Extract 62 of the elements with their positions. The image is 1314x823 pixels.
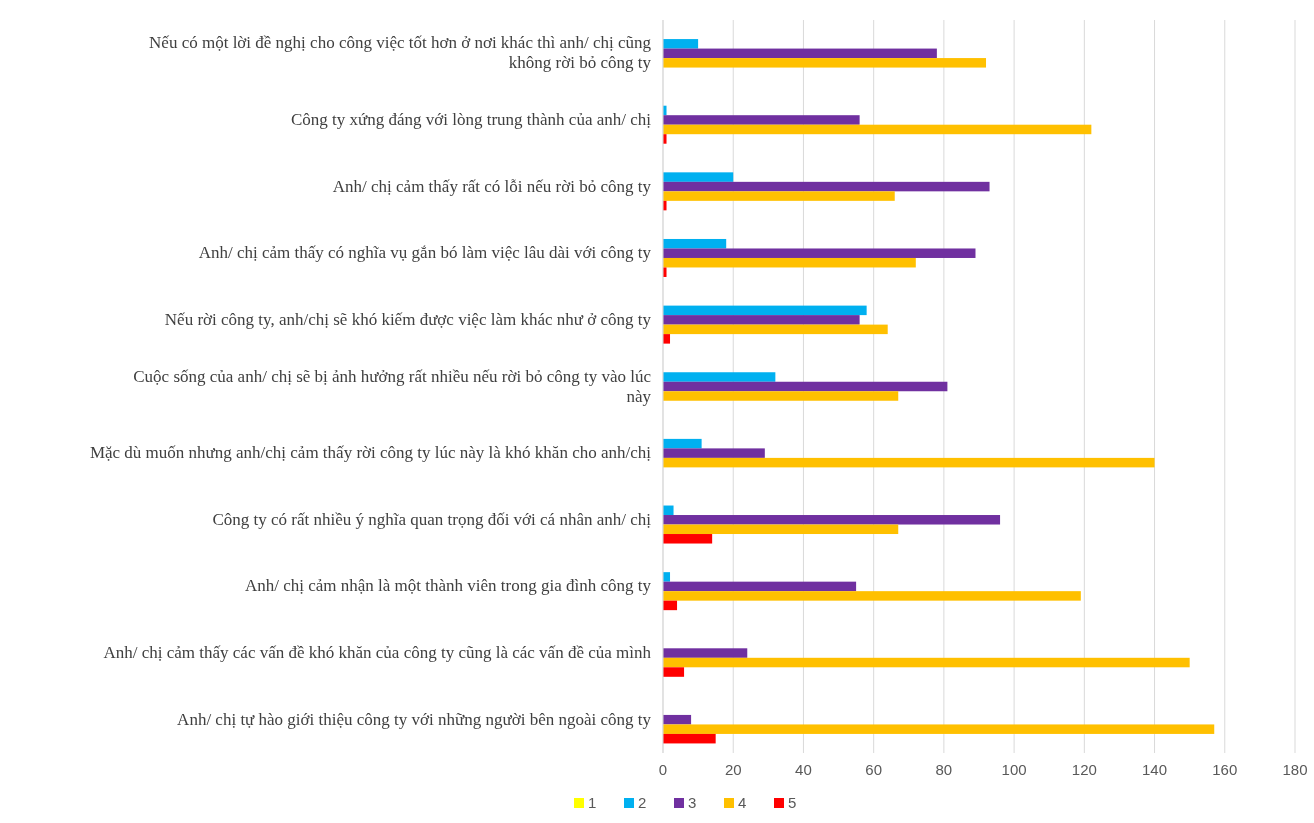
bar [663, 505, 674, 516]
bar [663, 534, 713, 544]
legend-label: 2 [638, 794, 647, 811]
bar [663, 667, 685, 677]
x-tick-label: 160 [1212, 761, 1238, 778]
bar [663, 257, 916, 268]
x-tick-label: 40 [795, 761, 812, 778]
bar [663, 581, 857, 592]
bar [663, 515, 1001, 525]
legend-label: 4 [738, 794, 747, 811]
y-tick-label: Anh/ chị tự hào giới thiệu công ty với những người bên ngoài công ty [177, 709, 652, 729]
bar [663, 324, 888, 335]
bar [663, 248, 976, 258]
bar [663, 524, 899, 535]
bar [663, 267, 667, 277]
bar [663, 438, 702, 449]
bar [663, 181, 990, 192]
y-tick-label: Cuộc sống của anh/ chị sẽ bị ảnh hưởng rất nhiều nếu rời bỏ công ty vào lúc này [133, 366, 652, 406]
x-tick-label: 80 [935, 761, 953, 778]
bar [663, 714, 692, 725]
bar [663, 591, 1081, 601]
y-tick-label: Công ty xứng đáng với lòng trung thành của anh/ chị [290, 109, 652, 129]
bar [663, 572, 671, 582]
bar [663, 657, 1190, 668]
bar [663, 733, 716, 744]
legend-label: 3 [688, 794, 697, 811]
bar [663, 305, 867, 316]
bar [663, 191, 895, 201]
bar [663, 238, 727, 249]
y-tick-label: Công ty có rất nhiều ý nghĩa quan trọng đối với cá nhân anh/ chị [212, 509, 652, 529]
bar [663, 391, 899, 401]
x-tick-label: 0 [658, 761, 668, 778]
x-tick-label: 120 [1071, 761, 1097, 778]
y-tick-label: Nếu rời công ty, anh/chị sẽ khó kiếm được việc làm khác như ở công ty [164, 309, 652, 329]
bar [663, 172, 734, 182]
x-tick-label: 100 [1001, 761, 1027, 778]
bar [663, 315, 860, 325]
y-tick-label: Mặc dù muốn nhưng anh/chị cảm thấy rời công ty lúc này là khó khăn cho anh/chị [89, 443, 652, 463]
bar [663, 115, 860, 125]
legend-label: 5 [788, 794, 797, 811]
bar [663, 724, 1215, 734]
bar [663, 124, 1092, 135]
bar [663, 648, 748, 658]
bar [663, 58, 987, 68]
y-tick-label: Anh/ chị cảm thấy các vấn đề khó khăn của công ty cũng là các vấn đề của mình [103, 643, 652, 663]
bar [663, 372, 776, 382]
y-tick-label: Anh/ chị cảm thấy có nghĩa vụ gắn bó làm việc lâu dài với công ty [198, 243, 652, 263]
x-tick-label: 140 [1142, 761, 1168, 778]
x-tick-label: 60 [865, 761, 883, 778]
bar [663, 134, 667, 144]
y-tick-label: Anh/ chị cảm nhận là một thành viên trong gia đình công ty [244, 576, 652, 596]
bar [663, 448, 765, 458]
bar [663, 381, 948, 392]
legend-label: 1 [588, 794, 597, 811]
bar [663, 39, 699, 49]
bar [663, 334, 671, 344]
x-tick-label: 20 [724, 761, 742, 778]
y-tick-label: Anh/ chị cảm thấy rất có lỗi nếu rời bỏ công ty [332, 176, 652, 196]
bar [663, 48, 937, 59]
x-tick-label: 180 [1282, 761, 1308, 778]
y-tick-label: Nếu có một lời đề nghị cho công việc tốt hơn ở nơi khác thì anh/ chị cũng không rời bỏ công ty [149, 33, 652, 73]
bar [663, 457, 1155, 468]
